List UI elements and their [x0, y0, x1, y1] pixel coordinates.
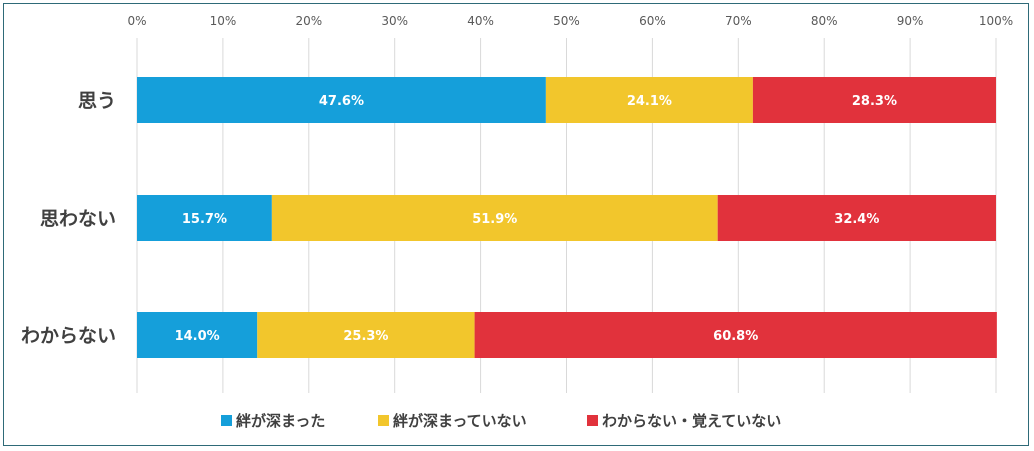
data-label: 47.6%	[319, 94, 364, 109]
data-label: 32.4%	[834, 212, 879, 227]
bar-segment	[545, 77, 753, 123]
x-tick-label: 60%	[639, 14, 666, 28]
data-label: 25.3%	[343, 329, 388, 344]
legend-swatch	[378, 415, 389, 426]
bar-segment	[717, 195, 996, 241]
data-label: 28.3%	[852, 94, 897, 109]
x-tick-label: 40%	[467, 14, 494, 28]
bar-segment	[752, 77, 996, 123]
x-tick-label: 90%	[897, 14, 924, 28]
data-label: 15.7%	[182, 212, 227, 227]
category-label: わからない	[21, 325, 116, 347]
bar-segment	[137, 77, 546, 123]
x-tick-label: 10%	[210, 14, 237, 28]
legend-swatch	[587, 415, 598, 426]
x-tick-label: 20%	[295, 14, 322, 28]
x-tick-label: 80%	[811, 14, 838, 28]
bar-segment	[137, 312, 258, 358]
legend-swatch	[221, 415, 232, 426]
data-label: 24.1%	[627, 94, 672, 109]
data-label: 14.0%	[175, 329, 220, 344]
data-label: 60.8%	[713, 329, 758, 344]
legend-label: わからない・覚えていない	[602, 412, 781, 430]
x-tick-label: 0%	[127, 14, 146, 28]
bar-segment	[137, 195, 272, 241]
category-label: 思う	[78, 90, 116, 112]
x-tick-label: 50%	[553, 14, 580, 28]
x-tick-label: 100%	[979, 14, 1013, 28]
legend-label: 絆が深まっていない	[393, 412, 527, 430]
legend-label: 絆が深まった	[236, 412, 325, 430]
x-tick-label: 70%	[725, 14, 752, 28]
bar-segment	[271, 195, 718, 241]
x-tick-label: 30%	[381, 14, 408, 28]
bar-segment	[257, 312, 475, 358]
data-label: 51.9%	[472, 212, 517, 227]
bar-segment	[474, 312, 997, 358]
category-label: 思わない	[40, 208, 116, 230]
